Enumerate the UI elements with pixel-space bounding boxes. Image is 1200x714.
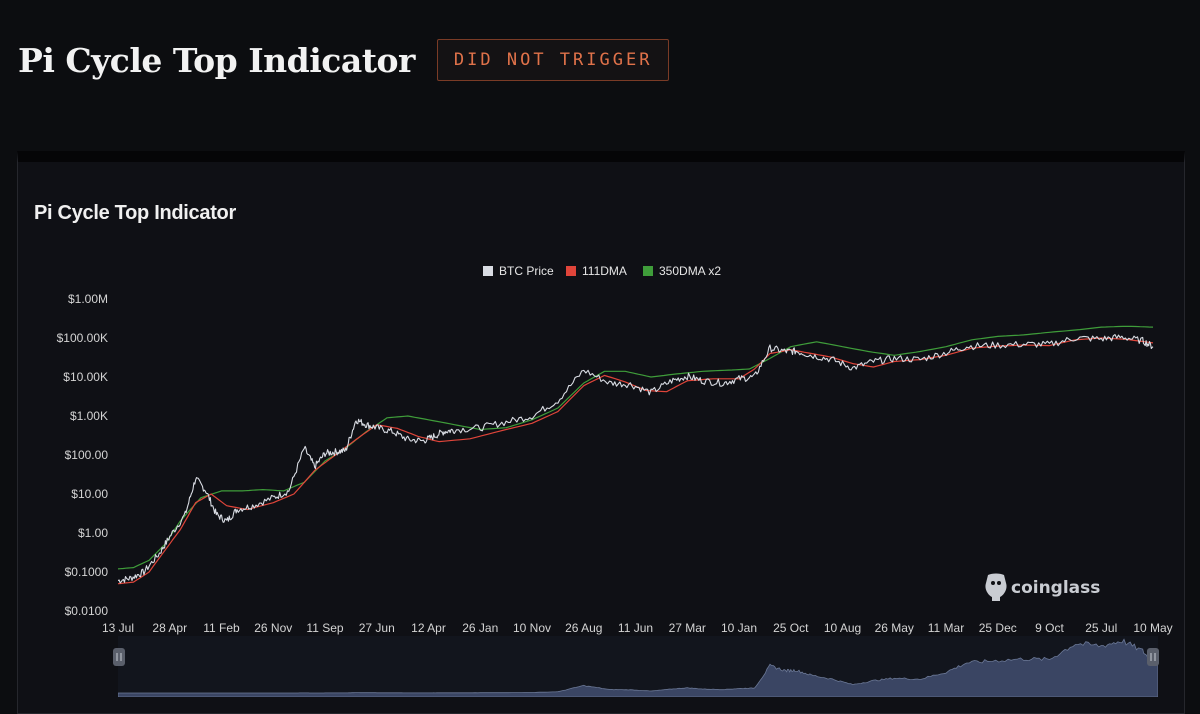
range-navigator[interactable] — [113, 636, 1159, 697]
plot-area — [118, 325, 1154, 585]
legend-swatch — [643, 266, 653, 276]
y-tick-label: $100.00K — [57, 331, 108, 345]
legend-label: 350DMA x2 — [659, 264, 721, 278]
x-tick-label: 26 Nov — [254, 621, 292, 635]
legend-swatch — [566, 266, 576, 276]
y-axis: $1.00M $100.00K $10.00K $1.00K $100.00 $10.00… — [57, 292, 109, 618]
legend-item[interactable]: 350DMA x2 — [643, 264, 721, 278]
x-tick-label: 13 Jul — [102, 621, 134, 635]
y-tick-label: $0.0100 — [65, 604, 109, 618]
page-header: Pi Cycle Top Indicator DID NOT TRIGGER — [18, 30, 670, 90]
watermark: coinglass — [985, 573, 1100, 601]
y-tick-label: $10.00 — [71, 487, 108, 501]
status-badge: DID NOT TRIGGER — [436, 39, 670, 81]
legend-item[interactable]: BTC Price — [483, 264, 554, 278]
page-title: Pi Cycle Top Indicator — [18, 40, 415, 80]
navigator-series — [118, 638, 1158, 697]
series-line-btc-price — [118, 334, 1154, 584]
coinglass-brand: coinglass — [1011, 578, 1100, 598]
chart-card-title: Pi Cycle Top Indicator — [34, 202, 236, 224]
y-tick-label: $1.00M — [68, 292, 108, 306]
x-tick-label: 27 Mar — [669, 621, 706, 635]
x-tick-label: 25 Oct — [773, 621, 809, 635]
y-tick-label: $10.00K — [63, 370, 108, 384]
chart-legend: BTC Price 111DMA 350DMA x2 — [483, 264, 721, 278]
x-tick-label: 11 Sep — [306, 621, 343, 635]
coinglass-logo-icon — [985, 573, 1007, 601]
y-tick-label: $100.00 — [65, 448, 109, 462]
navigator-handle-left[interactable] — [113, 648, 125, 666]
x-tick-label: 10 Aug — [824, 621, 861, 635]
x-tick-label: 9 Oct — [1035, 621, 1064, 635]
navigator-handle-right[interactable] — [1147, 648, 1159, 666]
x-tick-label: 26 Aug — [565, 621, 602, 635]
x-tick-label: 10 May — [1133, 621, 1172, 635]
chart-svg: BTC Price 111DMA 350DMA x2 $1.00M$100.00K$… — [57, 264, 1173, 697]
legend-label: 111DMA — [582, 264, 627, 278]
legend-item[interactable]: 111DMA — [566, 264, 627, 278]
x-tick-label: 12 Apr — [411, 621, 446, 635]
y-tick-label: $1.00 — [78, 526, 108, 540]
chart-card: Pi Cycle Top Indicator BTC Price 111DMA 35… — [17, 151, 1185, 714]
x-tick-label: 27 Jun — [359, 621, 395, 635]
legend-label: BTC Price — [499, 264, 554, 278]
legend-swatch — [483, 266, 493, 276]
y-tick-label: $0.1000 — [65, 565, 109, 579]
x-tick-label: 28 Apr — [152, 621, 187, 635]
x-tick-label: 25 Jul — [1085, 621, 1117, 635]
x-tick-label: 26 May — [875, 621, 914, 635]
x-tick-label: 11 Feb — [203, 621, 240, 635]
x-axis: 13 Jul 28 Apr 11 Feb 26 Nov 11 Sep 27 Jun 12 A… — [102, 621, 1173, 635]
series-line-350dma-x2 — [118, 325, 1154, 570]
x-tick-label: 26 Jan — [462, 621, 498, 635]
x-tick-label: 25 Dec — [979, 621, 1017, 635]
x-tick-label: 10 Jan — [721, 621, 757, 635]
y-tick-label: $1.00K — [70, 409, 108, 423]
x-tick-label: 11 Jun — [618, 621, 653, 635]
x-tick-label: 10 Nov — [513, 621, 551, 635]
x-tick-label: 11 Mar — [928, 621, 964, 635]
series-line-111dma — [118, 337, 1154, 585]
